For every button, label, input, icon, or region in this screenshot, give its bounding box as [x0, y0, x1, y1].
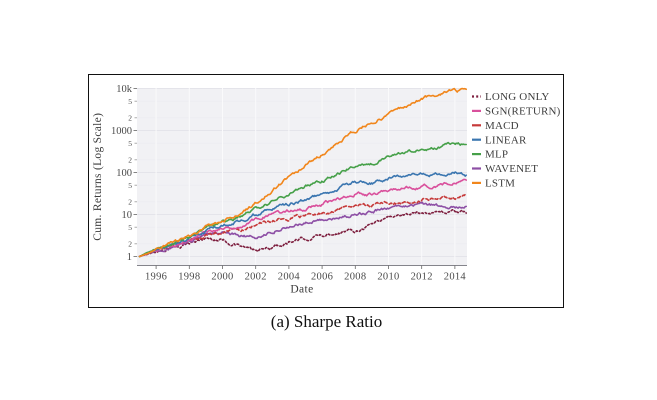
x-tick-label: 2014: [444, 272, 467, 283]
y-minor-tick-label: 2: [128, 198, 132, 207]
series-line: [138, 201, 467, 258]
y-minor-tick-label: 5: [128, 97, 132, 106]
x-tick-label: 2010: [377, 272, 399, 283]
legend-entry: MLP: [472, 149, 508, 161]
series-lines: [138, 87, 467, 258]
y-tick-label: 10: [122, 210, 133, 221]
x-tick-label: 1998: [178, 272, 200, 283]
legend-entry: MACD: [472, 120, 519, 132]
legend-label: MACD: [485, 120, 519, 132]
legend-entry: SGN(RETURN): [472, 106, 561, 118]
x-axis-title: Date: [290, 284, 313, 296]
series-line: [138, 208, 467, 258]
y-minor-tick-label: 5: [128, 181, 132, 190]
x-tick-label: 2002: [245, 272, 267, 283]
y-minor-tick-label: 5: [128, 139, 132, 148]
x-tick-label: 2012: [411, 272, 433, 283]
plot-panel: [137, 88, 467, 266]
y-tick-label: 1000: [111, 126, 132, 137]
y-minor-tick-label: 2: [128, 114, 132, 123]
legend-entry: LONG ONLY: [472, 91, 550, 103]
y-minor-tick-label: 5: [128, 223, 132, 232]
x-tick-label: 2006: [311, 272, 333, 283]
legend-label: WAVENET: [485, 163, 538, 175]
legend-label: LONG ONLY: [485, 91, 550, 103]
series-line: [138, 178, 467, 258]
y-tick-label: 100: [116, 168, 132, 179]
figure-box: 10k 1000 100 10 1 5 2 5 2 5 2 5 2 1996 1998 2000 2002 200…: [88, 74, 564, 308]
legend: LONG ONLY SGN(RETURN) MACD LINEAR MLP WAVENET…: [472, 91, 561, 190]
legend-label: MLP: [485, 149, 508, 161]
axes: 10k 1000 100 10 1 5 2 5 2 5 2 5 2 1996 1998 2000 2002 200…: [92, 84, 467, 296]
y-tick-label: 1: [127, 252, 132, 263]
series-line: [138, 87, 467, 258]
legend-entry: WAVENET: [472, 163, 538, 175]
x-tick-label: 2004: [278, 272, 301, 283]
legend-entry: LINEAR: [472, 134, 527, 146]
series-line: [138, 171, 467, 258]
x-tick-label: 2000: [211, 272, 233, 283]
series-line: [138, 141, 467, 258]
legend-label: LSTM: [485, 178, 515, 190]
legend-label: SGN(RETURN): [485, 106, 561, 118]
y-axis-title: Cum. Returns (Log Scale): [92, 113, 104, 241]
y-tick-label: 10k: [116, 84, 133, 95]
legend-entry: LSTM: [472, 178, 515, 190]
x-tick-label: 1996: [145, 272, 167, 283]
figure-caption: (a) Sharpe Ratio: [270, 312, 383, 331]
y-minor-tick-label: 2: [128, 240, 132, 249]
x-tick-label: 2008: [344, 272, 366, 283]
legend-label: LINEAR: [485, 134, 527, 146]
cumulative-returns-chart: 10k 1000 100 10 1 5 2 5 2 5 2 5 2 1996 1998 2000 2002 200…: [92, 84, 561, 296]
y-minor-tick-label: 2: [128, 156, 132, 165]
